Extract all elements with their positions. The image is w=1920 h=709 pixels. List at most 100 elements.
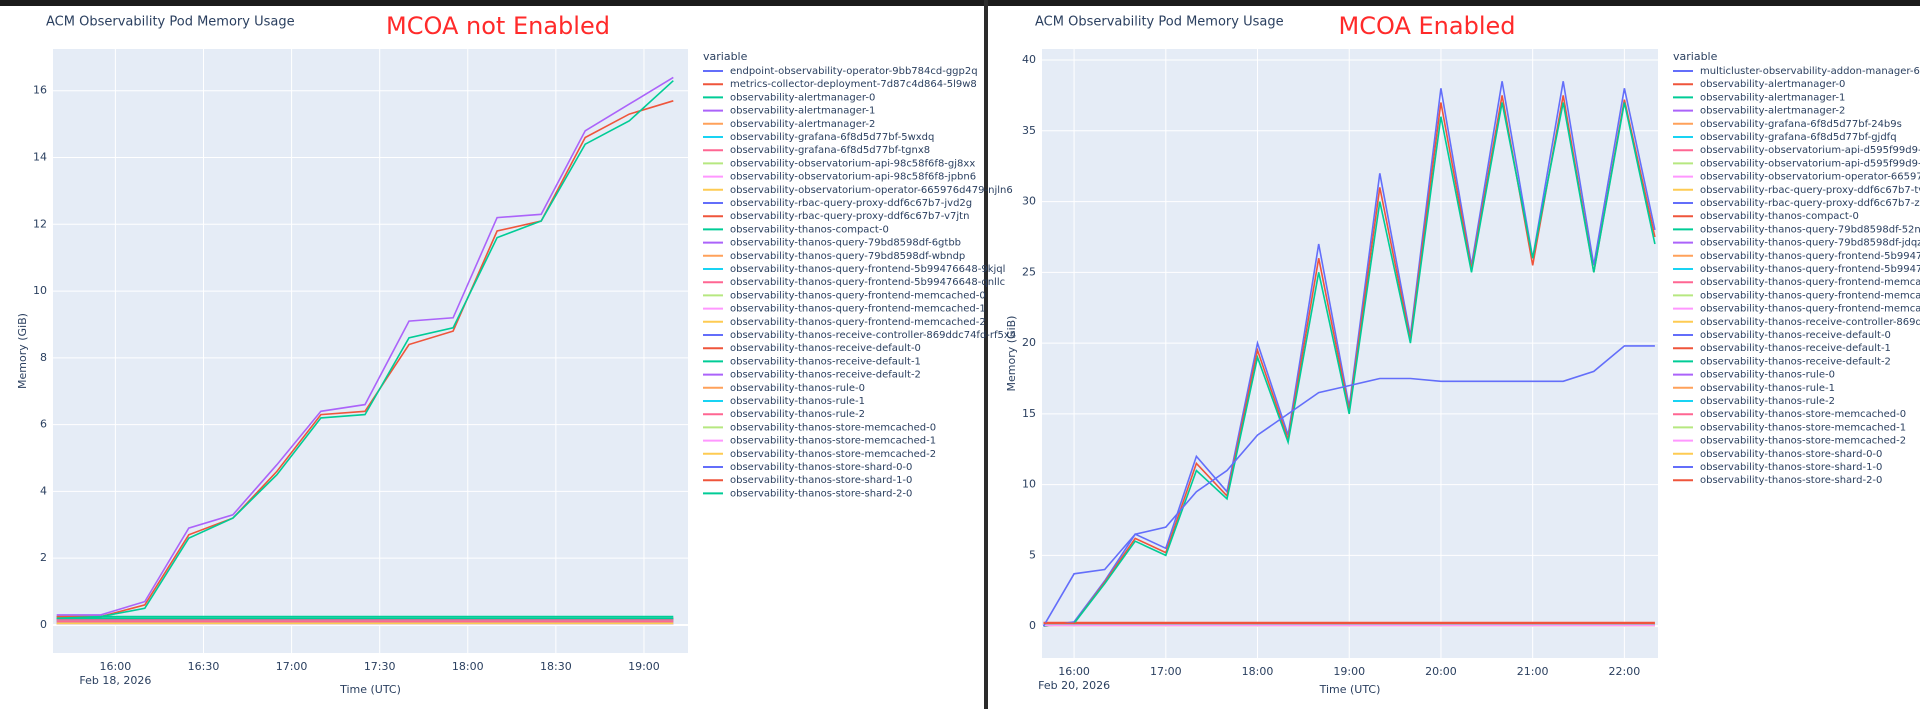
series-line bbox=[56, 100, 674, 618]
legend-label[interactable]: observability-thanos-query-frontend-memc… bbox=[1700, 304, 1920, 315]
legend-label[interactable]: observability-rbac-query-proxy-ddf6c67b7… bbox=[730, 198, 972, 209]
legend-label[interactable]: observability-thanos-store-shard-1-0 bbox=[1700, 462, 1882, 473]
x-tick-label: 16:00 bbox=[100, 660, 132, 673]
legend-label[interactable]: observability-thanos-compact-0 bbox=[730, 224, 889, 235]
legend-label[interactable]: observability-thanos-store-shard-2-0 bbox=[1700, 475, 1882, 486]
legend-label[interactable]: observability-thanos-rule-1 bbox=[730, 396, 865, 407]
x-axis-title: Time (UTC) bbox=[1319, 683, 1381, 696]
legend-label[interactable]: observability-thanos-store-shard-0-0 bbox=[1700, 449, 1882, 460]
y-tick-label: 15 bbox=[1022, 407, 1036, 420]
legend-label[interactable]: observability-thanos-query-frontend-memc… bbox=[1700, 290, 1920, 301]
plot-lines bbox=[1042, 81, 1656, 627]
legend-label[interactable]: observability-alertmanager-1 bbox=[730, 106, 875, 117]
chart-title: ACM Observability Pod Memory Usage bbox=[46, 15, 295, 30]
legend-label[interactable]: observability-alertmanager-1 bbox=[1700, 92, 1845, 103]
x-tick-label: 18:00 bbox=[1242, 665, 1274, 678]
x-axis-title: Time (UTC) bbox=[339, 683, 401, 696]
x-tick-label: 21:00 bbox=[1517, 665, 1549, 678]
x-tick-label: 19:00 bbox=[628, 660, 660, 673]
legend-label[interactable]: observability-thanos-receive-controller-… bbox=[1700, 317, 1920, 328]
top-bar bbox=[0, 0, 1920, 6]
legend-label[interactable]: observability-alertmanager-0 bbox=[730, 92, 875, 103]
legend-label[interactable]: observability-rbac-query-proxy-ddf6c67b7… bbox=[730, 211, 969, 222]
legend-label[interactable]: observability-observatorium-api-98c58f6f… bbox=[730, 158, 975, 169]
x-date-label: Feb 18, 2026 bbox=[79, 674, 151, 687]
legend-label[interactable]: observability-thanos-receive-default-0 bbox=[1700, 330, 1891, 341]
legend-label[interactable]: observability-observatorium-api-d595f99d… bbox=[1700, 158, 1920, 169]
y-tick-label: 20 bbox=[1022, 336, 1036, 349]
x-tick-label: 17:30 bbox=[364, 660, 396, 673]
x-tick-label: 19:00 bbox=[1333, 665, 1365, 678]
legend-title: variable bbox=[1673, 50, 1718, 63]
series-line bbox=[1042, 345, 1655, 627]
legend-label[interactable]: observability-grafana-6f8d5d77bf-gjdfq bbox=[1700, 132, 1897, 143]
legend-label[interactable]: observability-alertmanager-2 bbox=[1700, 106, 1845, 117]
y-tick-label: 6 bbox=[40, 418, 47, 431]
legend-label[interactable]: observability-thanos-query-frontend-memc… bbox=[1700, 277, 1920, 288]
legend-label[interactable]: observability-thanos-query-frontend-5b99… bbox=[730, 264, 1005, 275]
legend-label[interactable]: observability-observatorium-operator-665… bbox=[1700, 172, 1920, 183]
legend-label[interactable]: observability-thanos-store-memcached-1 bbox=[730, 436, 936, 447]
legend-label[interactable]: observability-grafana-6f8d5d77bf-5wxdq bbox=[730, 132, 934, 143]
legend-label[interactable]: observability-thanos-store-shard-1-0 bbox=[730, 475, 912, 486]
legend-label[interactable]: multicluster-observability-addon-manager… bbox=[1700, 66, 1920, 77]
legend-label[interactable]: observability-alertmanager-0 bbox=[1700, 79, 1845, 90]
annotation: MCOA Enabled bbox=[1339, 12, 1516, 40]
legend-label[interactable]: observability-observatorium-operator-665… bbox=[730, 185, 1013, 196]
legend-label[interactable]: observability-alertmanager-2 bbox=[730, 119, 875, 130]
legend-label[interactable]: observability-thanos-store-memcached-1 bbox=[1700, 422, 1906, 433]
legend-label[interactable]: observability-thanos-store-memcached-0 bbox=[730, 422, 936, 433]
legend-label[interactable]: observability-observatorium-api-98c58f6f… bbox=[730, 172, 976, 183]
legend-label[interactable]: observability-thanos-store-shard-2-0 bbox=[730, 488, 912, 499]
divider bbox=[984, 0, 988, 709]
legend-label[interactable]: metrics-collector-deployment-7d87c4d864-… bbox=[730, 79, 977, 90]
plot-area bbox=[1042, 49, 1658, 658]
legend-label[interactable]: observability-thanos-query-79bd8598df-wb… bbox=[730, 251, 965, 262]
y-tick-label: 14 bbox=[33, 151, 47, 164]
legend-label[interactable]: observability-grafana-6f8d5d77bf-tgnx8 bbox=[730, 145, 930, 156]
legend-label[interactable]: observability-thanos-rule-0 bbox=[1700, 370, 1835, 381]
legend-label[interactable]: observability-thanos-rule-2 bbox=[730, 409, 865, 420]
legend-label[interactable]: observability-observatorium-api-d595f99d… bbox=[1700, 145, 1920, 156]
legend-label[interactable]: observability-thanos-query-frontend-5b99… bbox=[730, 277, 1005, 288]
legend-label[interactable]: observability-thanos-query-frontend-memc… bbox=[730, 317, 986, 328]
x-tick-label: 18:00 bbox=[452, 660, 484, 673]
y-tick-label: 16 bbox=[33, 84, 47, 97]
x-tick-label: 17:00 bbox=[1150, 665, 1182, 678]
chart-title: ACM Observability Pod Memory Usage bbox=[1035, 15, 1284, 30]
legend-label[interactable]: observability-thanos-query-frontend-5b99… bbox=[1700, 264, 1920, 275]
legend-label[interactable]: observability-thanos-receive-default-0 bbox=[730, 343, 921, 354]
legend-label[interactable]: observability-thanos-query-79bd8598df-jd… bbox=[1700, 238, 1920, 249]
legend-label[interactable]: observability-thanos-receive-default-2 bbox=[1700, 356, 1891, 367]
legend-label[interactable]: observability-thanos-store-memcached-0 bbox=[1700, 409, 1906, 420]
legend-label[interactable]: observability-thanos-store-memcached-2 bbox=[1700, 436, 1906, 447]
legend-label[interactable]: observability-thanos-rule-0 bbox=[730, 383, 865, 394]
y-tick-label: 0 bbox=[1029, 619, 1036, 632]
legend-label[interactable]: observability-thanos-receive-default-2 bbox=[730, 370, 921, 381]
legend-label[interactable]: observability-thanos-compact-0 bbox=[1700, 211, 1859, 222]
legend-label[interactable]: observability-rbac-query-proxy-ddf6c67b7… bbox=[1700, 198, 1920, 209]
legend-label[interactable]: endpoint-observability-operator-9bb784cd… bbox=[730, 66, 978, 77]
legend-title: variable bbox=[703, 50, 748, 63]
series-line bbox=[56, 76, 674, 616]
series-line bbox=[1043, 102, 1656, 627]
legend-label[interactable]: observability-grafana-6f8d5d77bf-24b9s bbox=[1700, 119, 1902, 130]
legend-label[interactable]: observability-thanos-query-frontend-memc… bbox=[730, 304, 986, 315]
series-line bbox=[56, 80, 674, 620]
y-tick-label: 0 bbox=[40, 618, 47, 631]
legend-label[interactable]: observability-thanos-receive-controller-… bbox=[730, 330, 1016, 341]
legend-label[interactable]: observability-thanos-rule-1 bbox=[1700, 383, 1835, 394]
y-tick-label: 10 bbox=[1022, 478, 1036, 491]
y-tick-label: 25 bbox=[1022, 265, 1036, 278]
y-axis-title: Memory (GiB) bbox=[16, 313, 29, 389]
legend-label[interactable]: observability-thanos-query-79bd8598df-52… bbox=[1700, 224, 1920, 235]
legend-label[interactable]: observability-thanos-query-79bd8598df-6g… bbox=[730, 238, 961, 249]
legend-label[interactable]: observability-thanos-rule-2 bbox=[1700, 396, 1835, 407]
legend-label[interactable]: observability-rbac-query-proxy-ddf6c67b7… bbox=[1700, 185, 1920, 196]
legend-label[interactable]: observability-thanos-receive-default-1 bbox=[1700, 343, 1891, 354]
legend-label[interactable]: observability-thanos-query-frontend-memc… bbox=[730, 290, 986, 301]
legend-label[interactable]: observability-thanos-receive-default-1 bbox=[730, 356, 921, 367]
legend-label[interactable]: observability-thanos-store-shard-0-0 bbox=[730, 462, 912, 473]
legend-label[interactable]: observability-thanos-store-memcached-2 bbox=[730, 449, 936, 460]
legend-label[interactable]: observability-thanos-query-frontend-5b99… bbox=[1700, 251, 1920, 262]
